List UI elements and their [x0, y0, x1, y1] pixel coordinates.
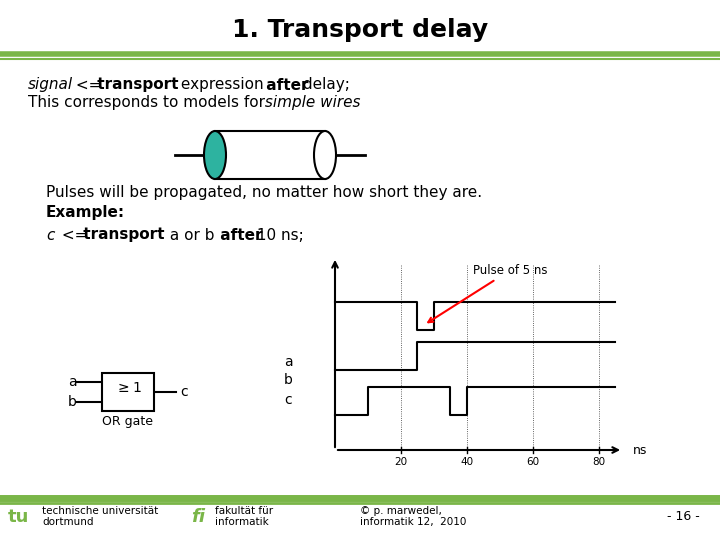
- Text: a or b: a or b: [165, 227, 215, 242]
- Ellipse shape: [314, 131, 336, 179]
- Bar: [215, 131, 325, 179]
- Ellipse shape: [204, 131, 226, 179]
- Text: Pulse of 5 ns: Pulse of 5 ns: [428, 264, 548, 322]
- Text: This corresponds to models for: This corresponds to models for: [28, 96, 265, 111]
- Text: fakultät für: fakultät für: [215, 506, 273, 516]
- Text: 80: 80: [592, 457, 605, 467]
- Text: after: after: [215, 227, 263, 242]
- Text: 10 ns;: 10 ns;: [252, 227, 304, 242]
- Text: informatik 12,  2010: informatik 12, 2010: [360, 517, 467, 527]
- Text: 20: 20: [395, 457, 408, 467]
- Text: b: b: [284, 373, 292, 387]
- Text: simple wires: simple wires: [260, 96, 361, 111]
- Text: - 16 -: - 16 -: [667, 510, 700, 523]
- Bar: [102, 373, 154, 411]
- Text: dortmund: dortmund: [42, 517, 94, 527]
- Text: $\geq$1: $\geq$1: [114, 381, 141, 395]
- Text: 60: 60: [526, 457, 539, 467]
- Text: Example:: Example:: [46, 205, 125, 219]
- Text: fi: fi: [191, 508, 205, 526]
- Text: c: c: [180, 385, 188, 399]
- Text: 1. Transport delay: 1. Transport delay: [232, 18, 488, 42]
- Text: b: b: [68, 395, 76, 409]
- Text: informatik: informatik: [215, 517, 269, 527]
- Text: after: after: [261, 78, 308, 92]
- Text: c: c: [46, 227, 55, 242]
- Text: <=: <=: [71, 78, 102, 92]
- Text: delay;: delay;: [298, 78, 350, 92]
- Text: 40: 40: [460, 457, 473, 467]
- Text: Pulses will be propagated, no matter how short they are.: Pulses will be propagated, no matter how…: [46, 186, 482, 200]
- Text: © p. marwedel,: © p. marwedel,: [360, 506, 442, 516]
- Text: signal: signal: [28, 78, 73, 92]
- Text: c: c: [284, 393, 292, 407]
- Text: a: a: [68, 375, 76, 389]
- Text: transport: transport: [78, 227, 164, 242]
- Text: technische universität: technische universität: [42, 506, 158, 516]
- Text: transport: transport: [92, 78, 179, 92]
- Text: OR gate: OR gate: [102, 415, 153, 428]
- Text: a: a: [284, 355, 292, 369]
- Text: <=: <=: [57, 227, 87, 242]
- Text: tu: tu: [7, 508, 29, 526]
- Text: ns: ns: [633, 443, 647, 456]
- Text: expression: expression: [176, 78, 264, 92]
